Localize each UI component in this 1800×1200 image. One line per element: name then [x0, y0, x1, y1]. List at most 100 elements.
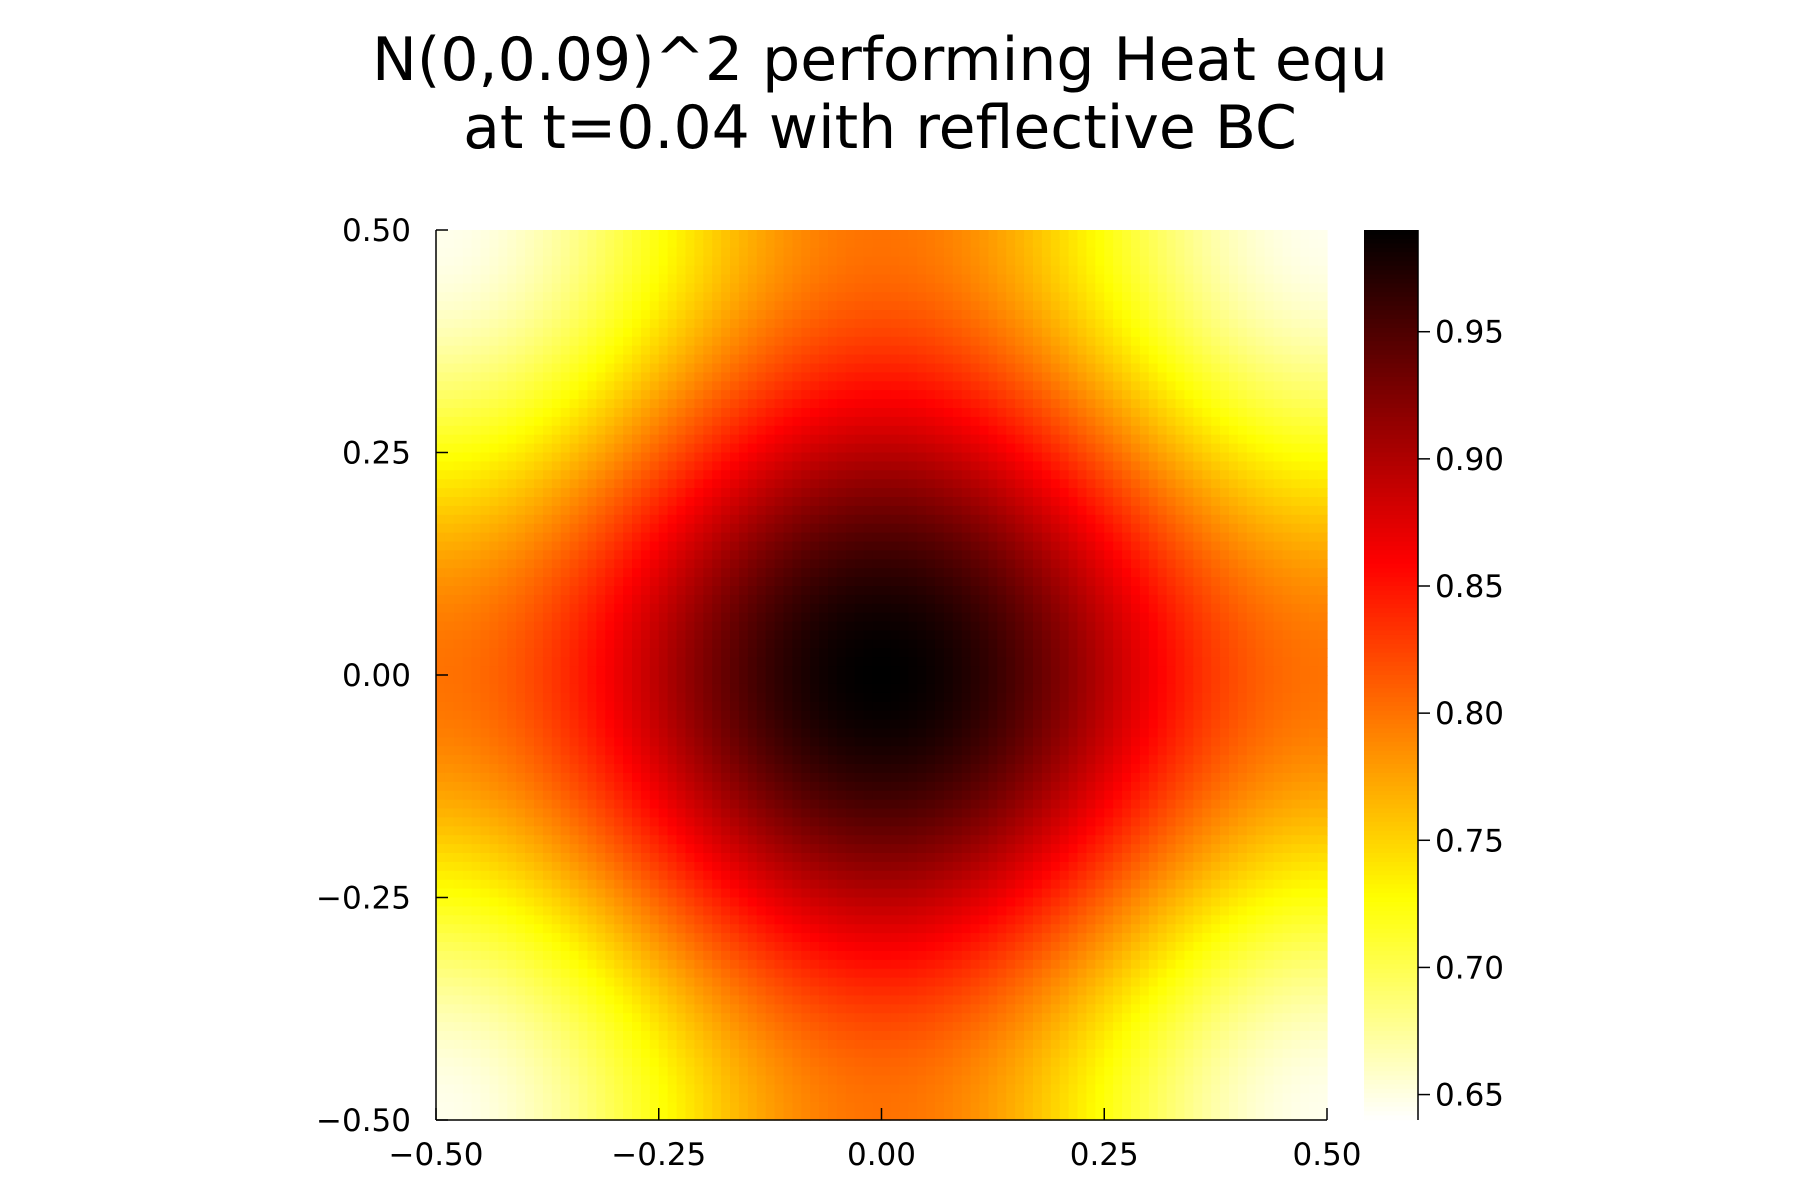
heatmap-cell — [667, 1093, 678, 1103]
heatmap-cell — [828, 853, 838, 863]
heatmap-cell — [525, 1039, 535, 1050]
heatmap-cell — [471, 1013, 482, 1023]
heatmap-cell — [534, 283, 544, 293]
heatmap-cell — [534, 657, 544, 667]
heatmap-cell — [480, 310, 491, 320]
heatmap-cell — [525, 977, 535, 988]
heatmap-cell — [694, 443, 704, 454]
heatmap-cell — [649, 230, 660, 240]
heatmap-cell — [551, 399, 562, 409]
heatmap-cell — [560, 942, 571, 952]
heatmap-cell — [703, 327, 713, 338]
heatmap-cell — [614, 363, 624, 373]
heatmap-cell — [587, 283, 597, 293]
heatmap-cell — [854, 532, 865, 543]
heatmap-cell — [614, 692, 624, 703]
heatmap-cell — [587, 870, 597, 881]
heatmap-cell — [828, 870, 838, 881]
heatmap-cell — [801, 826, 811, 836]
heatmap-cell — [694, 1093, 704, 1103]
heatmap-cell — [542, 621, 553, 632]
heatmap-cell — [747, 514, 758, 525]
heatmap-cell — [569, 861, 580, 872]
heatmap-cell — [828, 1039, 838, 1050]
heatmap-cell — [694, 959, 704, 970]
heatmap-cell — [854, 336, 865, 347]
heatmap-cell — [774, 897, 785, 907]
heatmap-cell — [542, 950, 553, 961]
heatmap-cell — [685, 701, 695, 712]
heatmap-cell — [471, 256, 482, 267]
heatmap-cell — [480, 292, 491, 302]
heatmap-cell — [694, 1066, 704, 1077]
heatmap-cell — [756, 781, 767, 792]
heatmap-cell — [453, 950, 464, 961]
heatmap-cell — [854, 505, 865, 516]
heatmap-cell — [676, 835, 687, 845]
heatmap-cell — [560, 728, 571, 738]
heatmap-cell — [747, 728, 758, 738]
heatmap-cell — [516, 639, 526, 649]
heatmap-cell — [756, 541, 767, 551]
heatmap-cell — [721, 968, 731, 979]
heatmap-cell — [614, 755, 624, 765]
heatmap-cell — [453, 1013, 464, 1023]
heatmap-cell — [783, 826, 793, 836]
heatmap-cell — [854, 319, 865, 329]
heatmap-cell — [498, 799, 508, 810]
heatmap-cell — [667, 870, 678, 881]
heatmap-cell — [756, 452, 767, 462]
heatmap-cell — [534, 897, 544, 907]
heatmap-cell — [730, 888, 740, 899]
heatmap-cell — [845, 790, 856, 801]
heatmap-cell — [694, 310, 704, 320]
heatmap-cell — [872, 826, 883, 836]
heatmap-cell — [721, 1004, 731, 1014]
heatmap-cell — [569, 452, 580, 462]
heatmap-cell — [560, 452, 571, 462]
heatmap-cell — [747, 942, 758, 952]
heatmap-cell — [730, 1084, 740, 1094]
heatmap-cell — [542, 514, 553, 525]
heatmap-cell — [738, 879, 749, 890]
heatmap-cell — [810, 950, 820, 961]
heatmap-cell — [756, 1057, 767, 1068]
heatmap-cell — [819, 648, 829, 658]
heatmap-cell — [721, 1022, 731, 1032]
heatmap-cell — [730, 915, 740, 925]
heatmap-cell — [436, 764, 446, 774]
heatmap-cell — [712, 835, 722, 845]
heatmap-cell — [453, 470, 464, 480]
heatmap-cell — [489, 879, 499, 890]
heatmap-cell — [640, 390, 651, 400]
heatmap-cell — [819, 399, 829, 409]
heatmap-cell — [542, 443, 553, 454]
heatmap-cell — [667, 710, 678, 721]
heatmap-cell — [480, 550, 491, 560]
heatmap-cell — [667, 514, 678, 525]
heatmap-cell — [694, 488, 704, 498]
heatmap-cell — [863, 879, 874, 890]
heatmap-cell — [774, 1057, 785, 1068]
heatmap-cell — [863, 781, 874, 792]
heatmap-cell — [462, 683, 473, 694]
heatmap-cell — [623, 603, 633, 614]
heatmap-cell — [480, 737, 491, 747]
heatmap-cell — [828, 915, 838, 925]
heatmap-cell — [436, 230, 446, 240]
heatmap-cell — [685, 292, 695, 302]
heatmap-cell — [614, 817, 624, 827]
heatmap-cell — [516, 541, 526, 551]
heatmap-cell — [507, 959, 517, 970]
heatmap-cell — [685, 630, 695, 640]
heatmap-cell — [792, 577, 802, 587]
heatmap-cell — [685, 755, 695, 765]
heatmap-cell — [765, 514, 776, 525]
heatmap-cell — [587, 292, 597, 302]
heatmap-cell — [783, 710, 793, 721]
heatmap-cell — [828, 906, 838, 916]
heatmap-cell — [498, 950, 508, 961]
heatmap-cell — [560, 630, 571, 640]
heatmap-cell — [783, 461, 793, 471]
heatmap-cell — [747, 319, 758, 329]
